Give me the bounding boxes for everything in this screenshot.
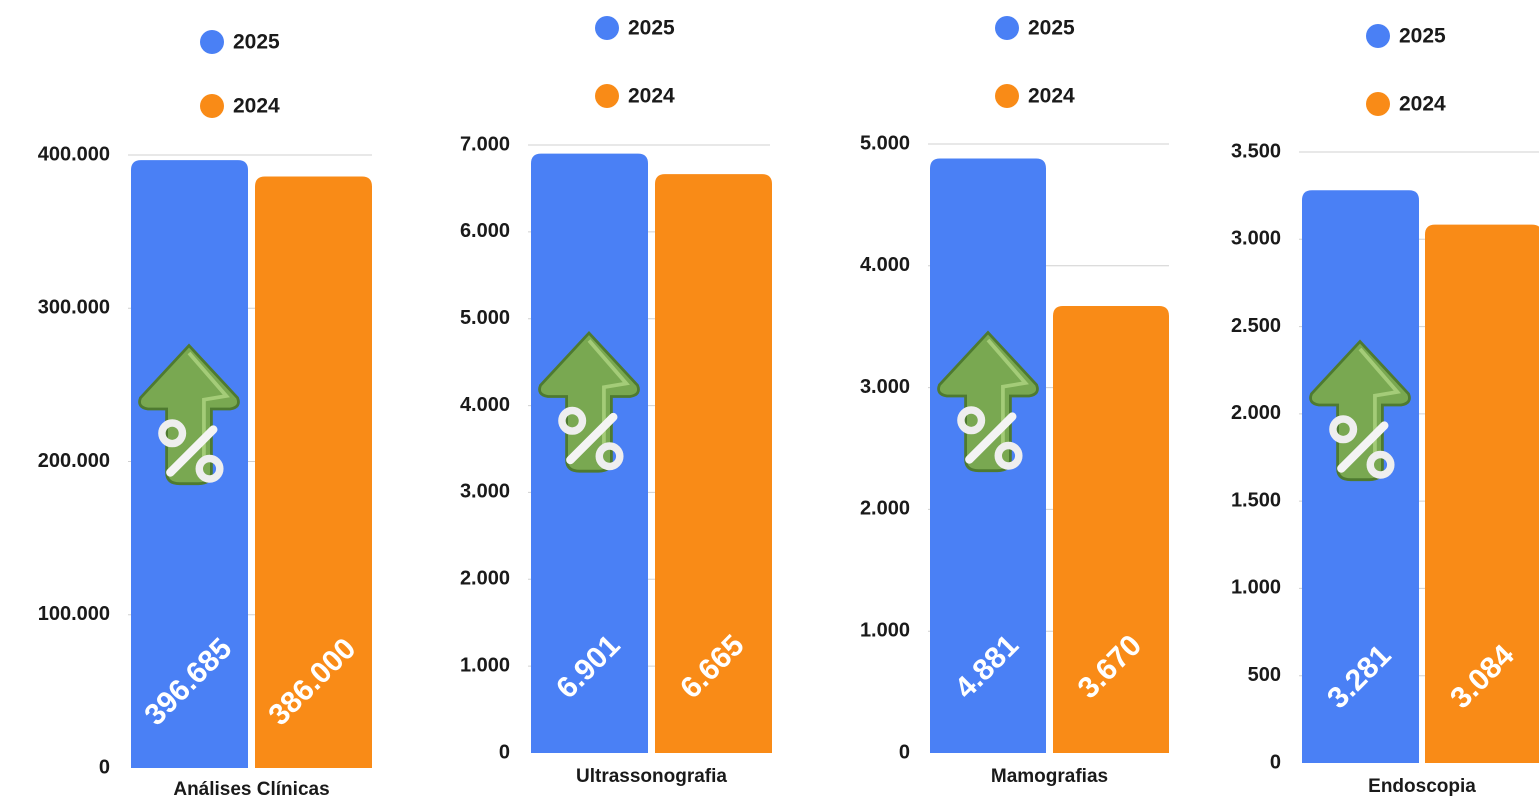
x-tick-label: Endoscopia — [1368, 776, 1476, 797]
y-tick-label: 2.500 — [1231, 315, 1281, 337]
y-tick-label: 5.000 — [860, 132, 910, 154]
legend-swatch — [200, 94, 224, 118]
legend-swatch — [1366, 24, 1390, 48]
y-tick-label: 4.000 — [860, 254, 910, 276]
y-tick-label: 7.000 — [460, 133, 510, 155]
bar — [255, 176, 372, 768]
y-tick-label: 400.000 — [38, 143, 110, 165]
y-tick-label: 3.500 — [1231, 140, 1281, 162]
legend-label: 2024 — [233, 95, 280, 118]
legend-label: 2024 — [628, 85, 675, 108]
x-tick-label: Mamografias — [991, 766, 1108, 787]
legend-label: 2025 — [1028, 17, 1075, 40]
y-tick-label: 3.000 — [1231, 228, 1281, 250]
y-tick-label: 1.000 — [860, 619, 910, 641]
y-tick-label: 4.000 — [460, 394, 510, 416]
y-tick-label: 1.500 — [1231, 489, 1281, 511]
y-tick-label: 0 — [1270, 751, 1281, 773]
bar — [655, 174, 772, 753]
y-tick-label: 2.000 — [460, 568, 510, 590]
legend-label: 2024 — [1028, 85, 1075, 108]
legend-swatch — [595, 84, 619, 108]
y-tick-label: 500 — [1248, 664, 1281, 686]
y-tick-label: 1.000 — [460, 654, 510, 676]
y-tick-label: 0 — [99, 756, 110, 778]
legend-label: 2025 — [233, 31, 280, 54]
y-tick-label: 0 — [499, 741, 510, 763]
y-tick-label: 3.000 — [860, 376, 910, 398]
legend-swatch — [200, 30, 224, 54]
legend-swatch — [595, 16, 619, 40]
legend-label: 2025 — [628, 17, 675, 40]
y-tick-label: 0 — [899, 741, 910, 763]
legend-swatch — [995, 16, 1019, 40]
bar — [1425, 224, 1539, 763]
y-tick-label: 300.000 — [38, 297, 110, 319]
legend-label: 2024 — [1399, 93, 1446, 116]
x-tick-label: Ultrassonografia — [576, 766, 727, 787]
y-tick-label: 2.000 — [1231, 402, 1281, 424]
x-tick-label: Análises Clínicas — [173, 779, 329, 800]
y-tick-label: 6.000 — [460, 220, 510, 242]
y-tick-label: 200.000 — [38, 450, 110, 472]
bar — [1053, 305, 1169, 753]
y-tick-label: 2.000 — [860, 498, 910, 520]
y-tick-label: 1.000 — [1231, 577, 1281, 599]
y-tick-label: 3.000 — [460, 481, 510, 503]
legend-swatch — [995, 84, 1019, 108]
legend-swatch — [1366, 92, 1390, 116]
legend-label: 2025 — [1399, 25, 1446, 48]
y-tick-label: 5.000 — [460, 307, 510, 329]
y-tick-label: 100.000 — [38, 603, 110, 625]
